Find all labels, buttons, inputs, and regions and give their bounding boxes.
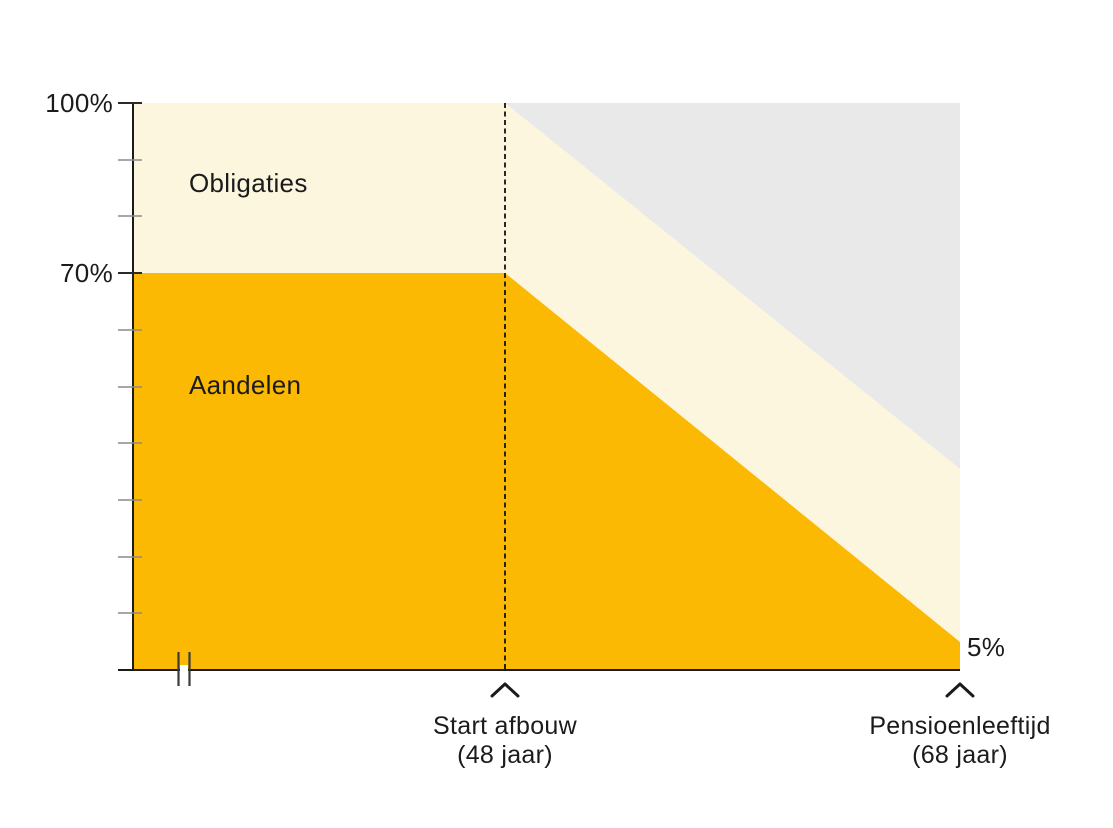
area-aandelen	[133, 273, 960, 670]
caret-pensioenleeftijd-icon	[945, 682, 975, 698]
start-afbouw-sublabel: (48 jaar)	[457, 741, 553, 769]
axis-break-gap	[180, 665, 188, 676]
area-obligaties	[133, 103, 960, 642]
caret-start-afbouw-icon	[490, 682, 520, 698]
pensioenleeftijd-sublabel: (68 jaar)	[912, 741, 1008, 769]
obligaties-label: Obligaties	[189, 168, 308, 198]
aandelen-label: Aandelen	[189, 370, 301, 400]
start-afbouw-label: Start afbouw	[433, 712, 578, 740]
y-axis-label-100: 100%	[45, 88, 113, 118]
y-axis-label-70: 70%	[60, 258, 113, 288]
pensioenleeftijd-label: Pensioenleeftijd	[869, 712, 1050, 740]
end-value-label: 5%	[967, 632, 1005, 662]
